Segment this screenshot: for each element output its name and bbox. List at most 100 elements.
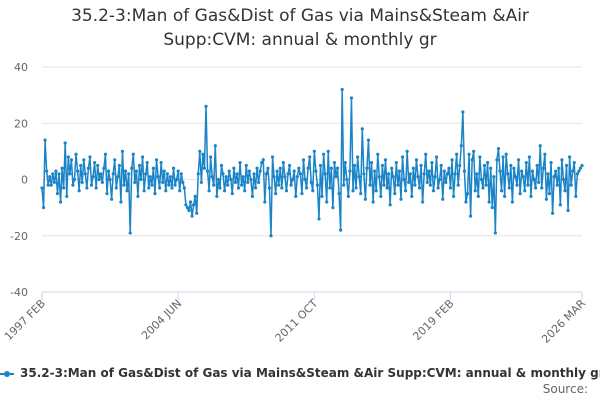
chart-title: 35.2-3:Man of Gas&Dist of Gas via Mains&… (71, 6, 529, 50)
data-point (470, 158, 474, 162)
data-point (447, 166, 451, 170)
data-point (267, 186, 272, 190)
data-point (45, 169, 49, 173)
data-point (520, 169, 524, 173)
data-point (294, 194, 298, 198)
data-point (304, 186, 309, 190)
data-point (498, 169, 502, 173)
x-tick-label: 1997 FEB (2, 297, 48, 343)
data-point (373, 169, 377, 173)
data-point (204, 104, 208, 108)
data-point (371, 200, 375, 204)
data-point (131, 152, 135, 156)
data-point (504, 152, 508, 156)
data-point (192, 203, 196, 207)
data-point (173, 183, 177, 187)
data-point (495, 158, 499, 162)
data-point (425, 180, 429, 184)
data-point (438, 177, 442, 182)
data-point (58, 200, 63, 204)
data-point (400, 155, 405, 159)
data-point (165, 172, 169, 176)
data-point (328, 186, 332, 190)
data-point (270, 155, 275, 159)
data-point (473, 189, 477, 193)
data-point (188, 200, 193, 204)
data-point (410, 194, 414, 198)
data-point (272, 175, 276, 179)
data-point (465, 191, 470, 196)
data-point (261, 158, 265, 162)
data-point (386, 172, 391, 176)
data-point (178, 189, 182, 193)
data-point (202, 166, 207, 170)
data-point (110, 197, 114, 201)
data-point (535, 163, 539, 168)
data-point (549, 161, 553, 165)
data-point (281, 161, 285, 165)
data-point (153, 191, 157, 196)
data-point (103, 152, 108, 156)
data-point (574, 194, 578, 198)
data-point (436, 186, 440, 190)
data-point (51, 172, 55, 176)
data-point (417, 186, 422, 190)
data-point (339, 228, 343, 232)
data-point (578, 166, 583, 170)
data-point (376, 152, 380, 156)
data-point (499, 189, 504, 193)
data-point (317, 217, 321, 221)
data-point (54, 169, 58, 173)
data-point (113, 158, 117, 162)
data-point (467, 152, 471, 156)
data-point (464, 200, 468, 204)
data-point (486, 161, 490, 165)
data-point (224, 175, 228, 179)
data-point (345, 177, 349, 182)
data-point (362, 172, 366, 176)
data-point (529, 194, 533, 198)
data-point (543, 152, 547, 156)
data-point (496, 146, 501, 151)
data-point (354, 186, 358, 190)
data-point (551, 211, 555, 215)
data-point (128, 231, 132, 235)
data-point (532, 177, 536, 182)
data-point (77, 189, 81, 193)
data-point (348, 169, 352, 173)
data-point (199, 180, 203, 184)
data-point (46, 183, 50, 187)
data-point (462, 169, 467, 173)
data-point (309, 180, 313, 184)
data-point (184, 203, 188, 207)
x-tick-label: 2019 FEB (410, 297, 456, 343)
data-point (89, 183, 94, 187)
data-point (250, 194, 255, 198)
data-point (571, 169, 575, 173)
data-point (286, 172, 290, 176)
data-point (323, 172, 327, 176)
data-point (246, 180, 250, 184)
data-point (311, 189, 315, 193)
data-point (106, 169, 111, 173)
data-point (52, 180, 56, 184)
data-point (190, 214, 194, 218)
data-point (159, 161, 163, 165)
data-point (509, 163, 513, 168)
data-point (154, 158, 159, 162)
data-point (253, 186, 258, 190)
data-point (516, 158, 521, 162)
data-point (93, 161, 97, 165)
data-point (74, 152, 78, 156)
data-point (414, 158, 419, 162)
series-line (41, 89, 583, 236)
data-point (456, 183, 460, 187)
data-point (374, 189, 378, 193)
y-tick-label: -20 (10, 230, 28, 243)
data-point (125, 189, 129, 193)
data-point (445, 172, 449, 176)
data-point (252, 172, 256, 176)
data-point (451, 194, 456, 198)
data-point (195, 211, 199, 215)
data-point (123, 169, 128, 173)
